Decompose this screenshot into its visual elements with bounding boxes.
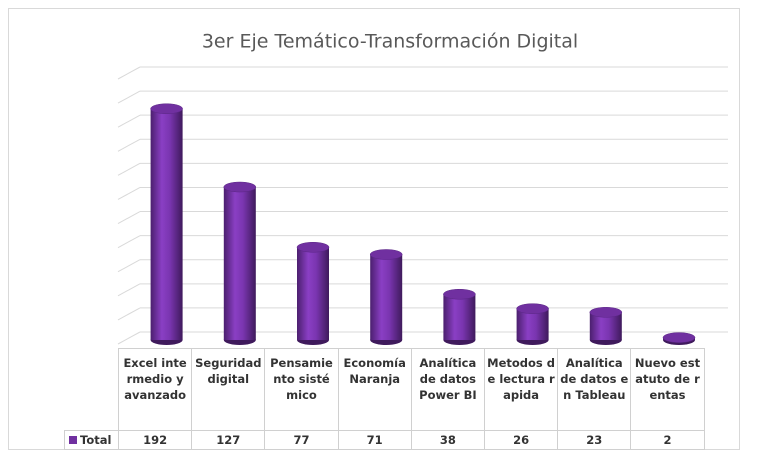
- value-cell: 26: [484, 430, 559, 450]
- value-cell: 77: [264, 430, 339, 450]
- legend-swatch: [69, 436, 77, 444]
- bar-top: [662, 332, 696, 343]
- grid-line-side: [117, 235, 141, 249]
- grid-line-side: [117, 259, 141, 273]
- value-cell: 38: [410, 430, 485, 450]
- grid-line-side: [117, 307, 141, 321]
- bar: [150, 108, 183, 341]
- grid-line-side: [117, 90, 141, 104]
- category-cell: Analítica de datos Power BI: [410, 348, 485, 431]
- bar: [370, 254, 403, 340]
- category-cell: Excel intermedio y avanzado: [118, 348, 193, 431]
- grid-line-side: [117, 283, 141, 297]
- bar-top: [589, 307, 623, 318]
- category-cell: Analítica de datos en Tableau: [557, 348, 632, 431]
- bar-top: [443, 288, 476, 300]
- bar-top: [516, 303, 549, 314]
- chart-title: 3er Eje Temático-Transformación Digital: [202, 31, 578, 53]
- legend-label: Total: [80, 433, 112, 447]
- value-cell: 127: [191, 430, 266, 450]
- bar: [223, 187, 256, 340]
- value-cell: 71: [337, 430, 412, 450]
- value-cell: 23: [557, 430, 632, 450]
- grid-line-side: [117, 211, 141, 224]
- bar: [443, 294, 476, 340]
- grid-line-side: [117, 114, 141, 128]
- category-cell: Economía Naranja: [337, 348, 412, 431]
- bar-top: [223, 181, 257, 193]
- grid-line-side: [117, 162, 141, 176]
- value-cell: 192: [118, 430, 193, 450]
- bar-top: [369, 249, 403, 260]
- value-cell: 2: [630, 430, 705, 450]
- grid-line-side: [117, 187, 141, 200]
- category-cell: Seguridad digital: [191, 348, 266, 431]
- bar-top: [150, 103, 183, 114]
- bar: [297, 247, 329, 340]
- category-cell: Nuevo estatuto de rentas: [630, 348, 705, 431]
- grid-line-side: [117, 66, 141, 80]
- bar-top: [296, 242, 330, 253]
- legend-cell: Total: [64, 430, 119, 450]
- category-cell: Pensamiento sistémico: [264, 348, 339, 431]
- category-cell: Metodos de lectura rapida: [484, 348, 559, 431]
- grid-line-side: [117, 138, 141, 152]
- grid-line-side: [117, 331, 141, 345]
